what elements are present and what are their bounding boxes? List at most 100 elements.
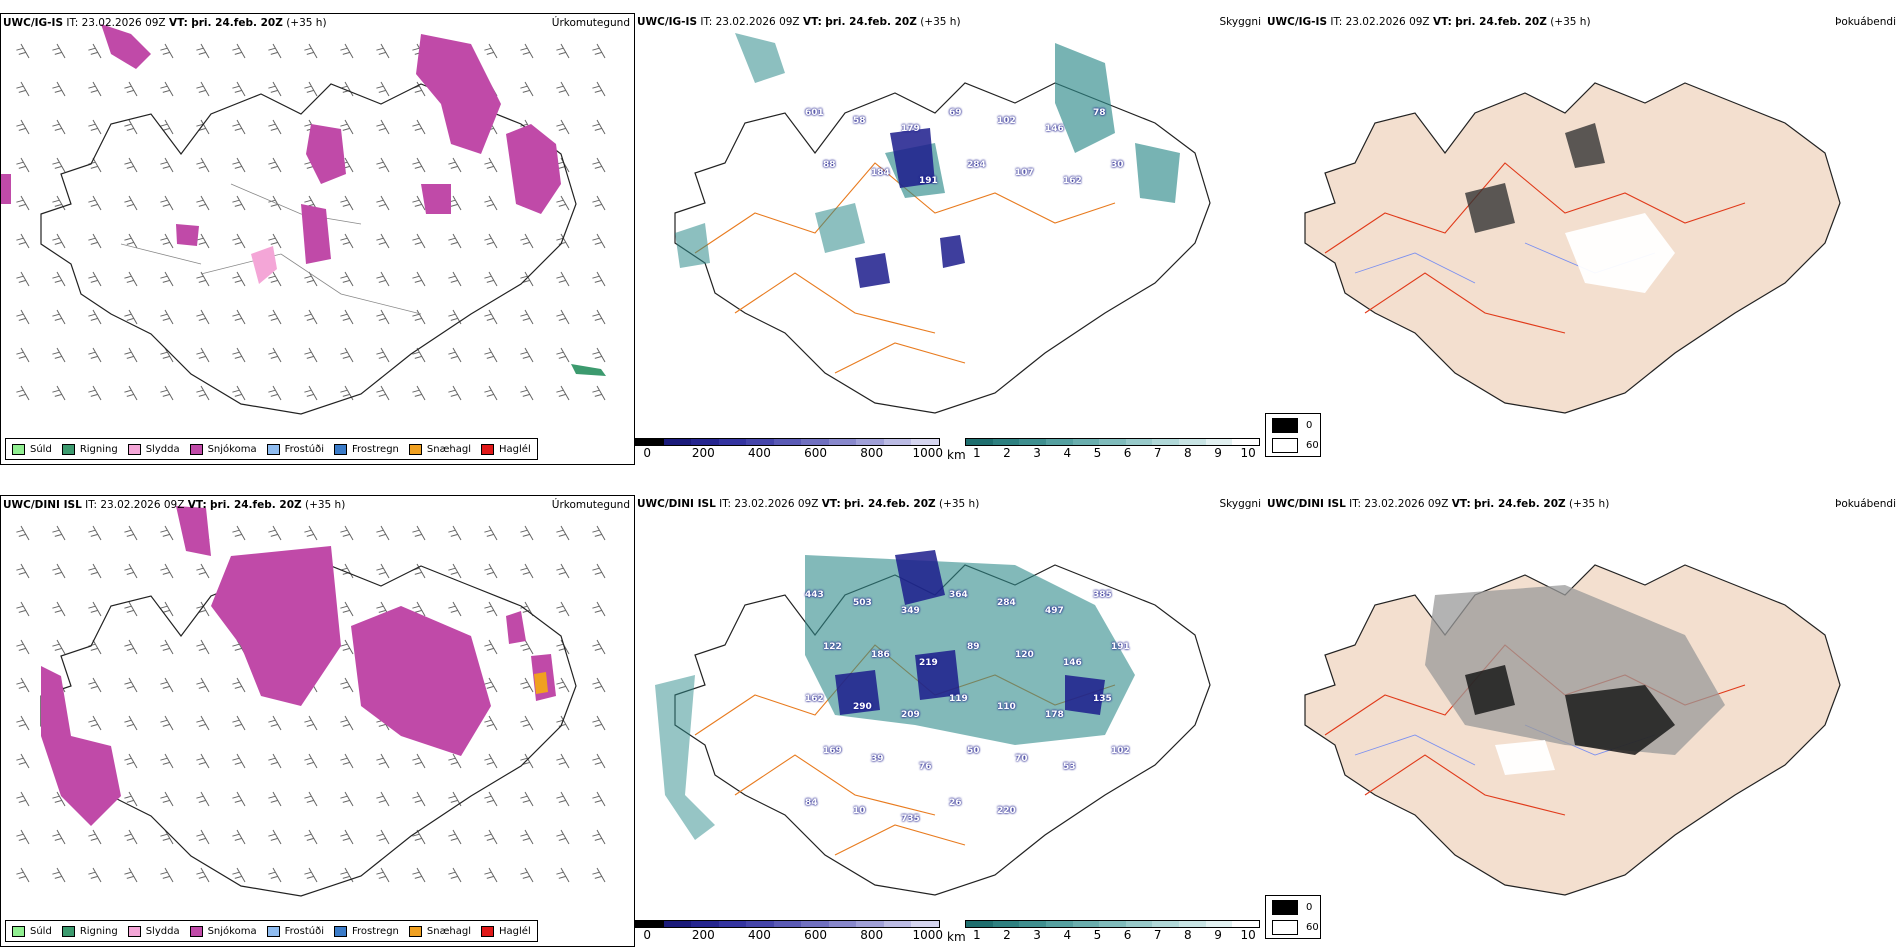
colorbar-step	[828, 921, 857, 927]
colorbar-step	[691, 921, 719, 927]
wind-barb	[520, 829, 534, 845]
cloud-base-label: 102	[1111, 746, 1130, 756]
snow-area	[421, 184, 451, 214]
wind-barb	[124, 753, 138, 769]
wind-barb	[412, 829, 426, 845]
cloud-base-label: 39	[871, 754, 884, 764]
cloud-map-top	[674, 33, 1211, 414]
wind-barb	[88, 601, 102, 617]
wind-barb	[556, 715, 570, 731]
cloud-base-label: 146	[1045, 124, 1064, 134]
wind-barb	[484, 867, 498, 883]
wind-barb	[88, 81, 102, 97]
visibility-colorbar: 1 2 3 4 5 6 7 8 9 10 km	[947, 438, 1260, 462]
wind-barb	[160, 525, 174, 541]
wind-barb	[196, 195, 210, 211]
wind-barb	[124, 157, 138, 173]
panel-title: Þokuábendi	[1835, 498, 1896, 510]
wind-barb	[124, 601, 138, 617]
cloud-base-label: 443	[805, 590, 824, 600]
wind-barb	[556, 867, 570, 883]
wind-barb	[52, 639, 66, 655]
wind-barb	[88, 715, 102, 731]
wind-barb	[484, 271, 498, 287]
cloud-base-label: 735	[901, 814, 920, 824]
wind-barb	[16, 195, 30, 211]
wind-barb	[412, 347, 426, 363]
cloud-base-label: 184	[871, 168, 890, 178]
precip-panel-bottom: UWC/DINI ISL IT: 23.02.2026 09Z VT: þri.…	[0, 495, 635, 947]
cloud-base-label: 191	[1111, 642, 1130, 652]
colorbar-step	[1232, 921, 1260, 927]
wind-barb	[304, 385, 318, 401]
wind-barb	[232, 347, 246, 363]
colorbar-step	[992, 921, 1020, 927]
wind-barb	[520, 639, 534, 655]
colorbar-step	[636, 439, 664, 445]
cloud-base-label: 209	[901, 710, 920, 720]
wind-barb	[16, 829, 30, 845]
wind-barb	[412, 195, 426, 211]
wind-barb	[16, 639, 30, 655]
wind-barb	[484, 195, 498, 211]
wind-barb	[196, 309, 210, 325]
wind-barb	[124, 715, 138, 731]
cloud-map-bottom	[655, 550, 1211, 896]
wind-barb	[376, 563, 390, 579]
wind-barb	[88, 233, 102, 249]
wind-barb	[196, 753, 210, 769]
legend-item: Rigning	[61, 443, 118, 455]
wind-barb	[232, 753, 246, 769]
wind-barb	[196, 563, 210, 579]
wind-barb	[592, 233, 606, 249]
wind-barb	[268, 347, 282, 363]
panel-header: UWC/IG-IS IT: 23.02.2026 09Z VT: þri. 24…	[3, 17, 327, 29]
snow-area	[41, 666, 121, 826]
colorbar-tick: 1000	[912, 446, 944, 460]
cloud-base-label: 219	[919, 658, 938, 668]
wind-barb	[484, 753, 498, 769]
fog-panel-bottom: UWC/DINI ISL IT: 23.02.2026 09Z VT: þri.…	[1265, 495, 1900, 947]
wind-barb	[412, 867, 426, 883]
wind-barb	[592, 639, 606, 655]
precip-map-top	[1, 24, 606, 415]
colorbar-step	[1179, 921, 1206, 927]
wind-barb	[592, 677, 606, 693]
ceiling-bar	[635, 438, 940, 446]
wind-barb	[412, 563, 426, 579]
wind-barb	[124, 563, 138, 579]
colorbar-tick: 1000	[912, 928, 944, 942]
wind-barb	[196, 601, 210, 617]
cloud-base-label: 146	[1063, 658, 1082, 668]
wind-barb	[52, 525, 66, 541]
fog-area	[1465, 665, 1675, 755]
wind-barb	[376, 525, 390, 541]
wind-barb	[448, 563, 462, 579]
wind-barb	[196, 715, 210, 731]
colorbar-step	[911, 921, 940, 927]
wind-barb	[376, 119, 390, 135]
ceiling-colorbar: 0 200 400 600 800 1000 m	[635, 438, 943, 462]
panel-title: Skyggni	[1219, 498, 1262, 510]
wind-barb	[412, 119, 426, 135]
ceiling-unit: m	[635, 930, 636, 944]
wind-barb	[520, 563, 534, 579]
wind-barb	[484, 563, 498, 579]
wind-barb	[448, 271, 462, 287]
wind-barb	[520, 867, 534, 883]
colorbar-step	[663, 439, 692, 445]
wind-barb	[304, 715, 318, 731]
wind-barb	[52, 81, 66, 97]
wind-barb	[16, 309, 30, 325]
wind-barb	[412, 753, 426, 769]
wind-barb	[412, 601, 426, 617]
colorbar-tick: 8	[1184, 446, 1192, 460]
wind-barb	[376, 43, 390, 59]
wind-barb	[232, 43, 246, 59]
panel-title: Þokuábendi	[1835, 16, 1896, 28]
colorbar-step	[1019, 921, 1046, 927]
colorbar-step	[856, 921, 884, 927]
colorbar-tick: 200	[691, 446, 715, 460]
wind-barb	[304, 81, 318, 97]
wind-barb	[268, 525, 282, 541]
